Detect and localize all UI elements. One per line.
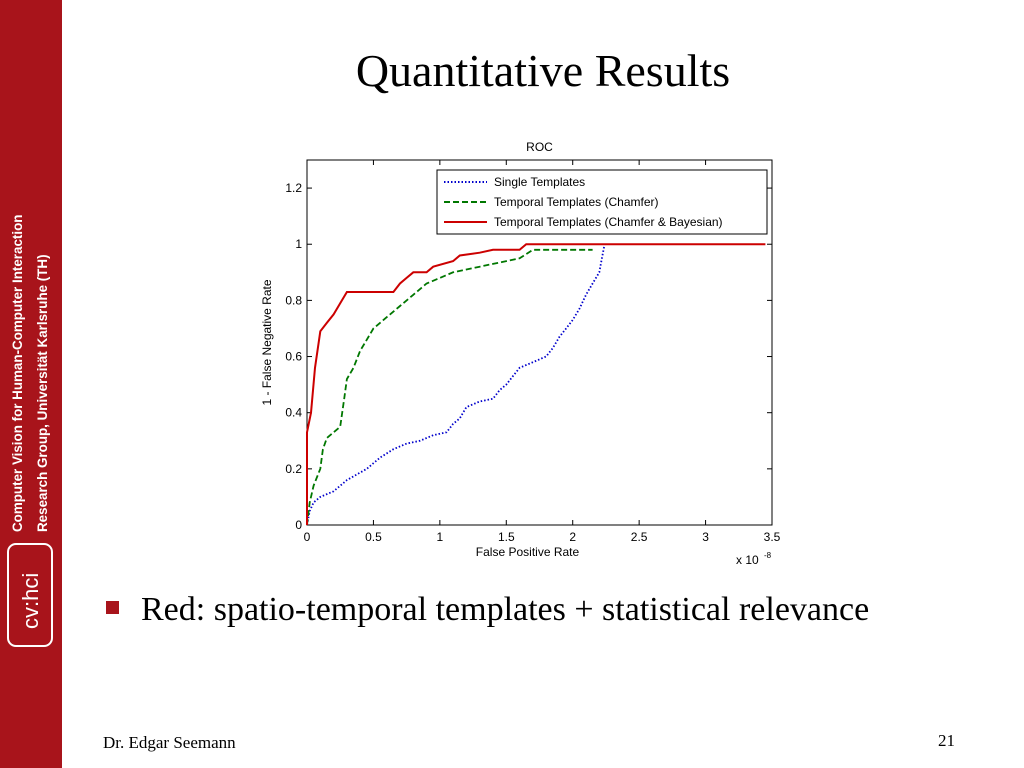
- y-tick-label: 0.6: [285, 350, 302, 364]
- chart-title: ROC: [526, 140, 553, 154]
- x-axis-label: False Positive Rate: [476, 545, 580, 559]
- y-tick-label: 1.2: [285, 181, 302, 195]
- x-tick-label: 3.5: [764, 530, 781, 544]
- x-tick-label: 3: [702, 530, 709, 544]
- cv-hci-logo: cv:hci: [7, 543, 53, 647]
- y-tick-label: 0: [295, 518, 302, 532]
- x-tick-label: 2.5: [631, 530, 648, 544]
- y-axis-label: 1 - False Negative Rate: [260, 279, 274, 405]
- x-multiplier: x 10: [736, 553, 759, 567]
- y-tick-label: 1: [295, 237, 302, 251]
- page-number: 21: [938, 731, 955, 750]
- sidebar: Computer Vision for Human-Computer Inter…: [0, 0, 62, 768]
- x-tick-label: 0.5: [365, 530, 382, 544]
- legend-box: [436, 169, 768, 235]
- sidebar-affiliation: Computer Vision for Human-Computer Inter…: [0, 0, 62, 540]
- series-line-2: [306, 248, 593, 526]
- x-multiplier-exponent: -8: [764, 551, 772, 560]
- legend-label-1: Single Templates: [494, 175, 585, 189]
- x-tick-label: 1: [437, 530, 444, 544]
- x-tick-label: 2: [569, 530, 576, 544]
- y-tick-label: 0.2: [285, 462, 302, 476]
- sidebar-line-1: Computer Vision for Human-Computer Inter…: [10, 215, 25, 532]
- bullet-marker: [106, 601, 119, 614]
- slide-title: Quantitative Results: [355, 45, 731, 96]
- bullet-text: Red: spatio-temporal templates + statist…: [141, 591, 870, 628]
- series-line-1: [306, 244, 606, 526]
- legend-label-2: Temporal Templates (Chamfer): [494, 195, 659, 209]
- logo-text: cv:hci: [18, 573, 43, 629]
- roc-chart: ROC 0 0.5 1 1.5 2 2.5 3 3.5 0 0.2 0.4 0.6 0.8 1 1.2 Fals…: [245, 130, 790, 575]
- footer-author: Dr. Edgar Seemann: [103, 733, 236, 752]
- x-tick-label: 1.5: [498, 530, 515, 544]
- roc-chart-svg: ROC 0 0.5 1 1.5 2 2.5 3 3.5 0 0.2 0.4 0.6 0.8 1 1.2 Fals…: [260, 140, 781, 567]
- y-tick-label: 0.4: [285, 406, 302, 420]
- y-tick-label: 0.8: [285, 293, 302, 307]
- x-tick-label: 0: [304, 530, 311, 544]
- sidebar-line-2: Research Group, Universität Karlsruhe (T…: [35, 254, 50, 532]
- legend-label-3: Temporal Templates (Chamfer & Bayesian): [494, 215, 723, 229]
- series-line-3: [306, 243, 766, 525]
